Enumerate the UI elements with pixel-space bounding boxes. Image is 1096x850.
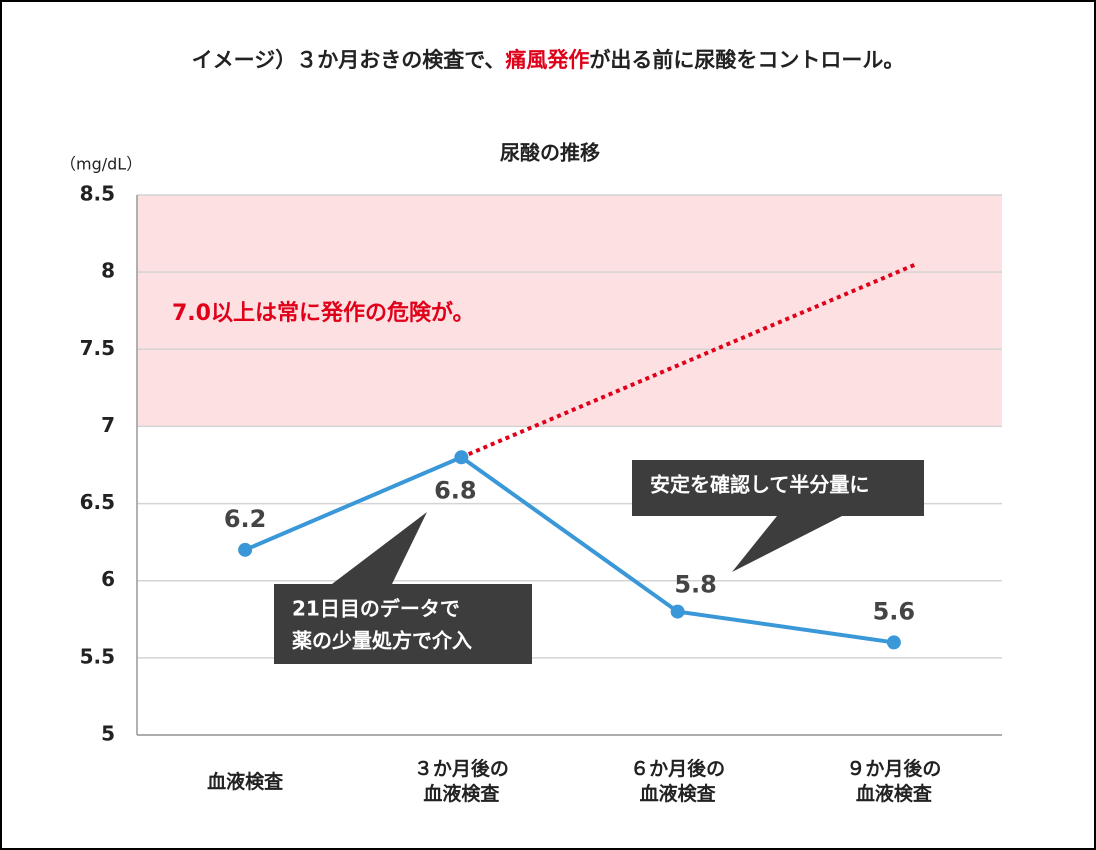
x-tick-label: ６か月後の血液検査 [630,758,726,805]
callout-box [274,584,532,664]
y-axis-unit: （mg/dL） [60,155,142,174]
callout-box [632,460,924,516]
page-title: イメージ）３か月おきの検査で、痛風発作が出る前に尿酸をコントロール。 [2,44,1094,74]
title-part: が出る前に尿酸をコントロール。 [589,48,905,72]
y-tick-label: 8 [101,259,115,283]
data-point [454,450,469,465]
title-part: イメージ）３か月おきの検査で、 [191,48,506,72]
danger-band [137,195,1002,427]
callout-text: 安定を確認して半分量に [650,473,869,497]
y-tick-label: 6 [101,567,115,591]
y-tick-label: 8.5 [80,182,115,206]
data-point [238,542,253,557]
series-line [244,455,895,645]
data-point [886,635,901,650]
y-tick-label: 5.5 [80,644,115,668]
data-label: 6.8 [434,476,477,504]
title-highlight: 痛風発作 [505,48,590,72]
callout-pointer [332,512,427,584]
chart-title: 尿酸の推移 [500,141,600,165]
y-tick-label: 7 [101,413,115,437]
y-tick-label: 6.5 [80,490,115,514]
y-tick-label: 5 [101,722,115,746]
x-tick-label: ３か月後の血液検査 [413,758,509,805]
data-label: 5.6 [873,597,916,625]
data-label: 6.2 [224,505,267,533]
callout-text: 薬の少量処方で介入 [292,629,472,653]
callout-pointer [732,516,842,572]
data-point [670,604,685,619]
x-tick-label: 血液検査 [207,771,284,793]
data-label: 5.8 [674,571,717,599]
projection-line [460,262,917,460]
band-label: 7.0以上は常に発作の危険が。 [172,300,475,326]
callout-text: 21日目のデータで [292,597,460,621]
y-tick-label: 7.5 [80,336,115,360]
x-tick-label: ９か月後の血液検査 [846,758,942,805]
